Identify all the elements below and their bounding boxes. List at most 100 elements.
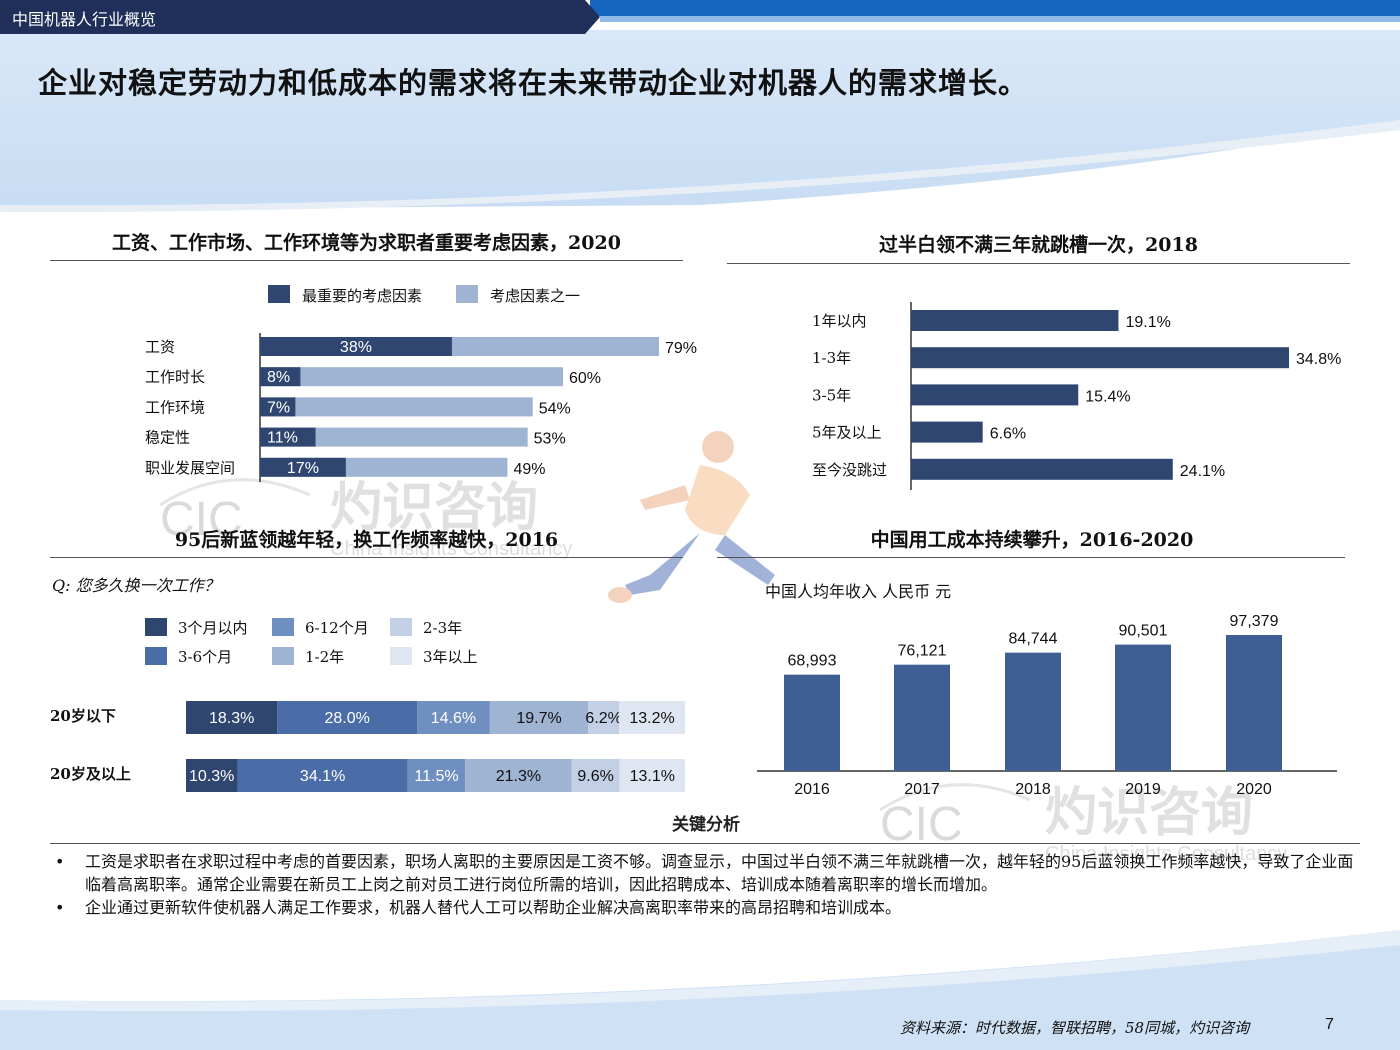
chart1-bar-primary bbox=[260, 397, 296, 417]
chart2-value-label: 34.8% bbox=[1296, 351, 1341, 368]
chart3-segment bbox=[571, 759, 620, 792]
section-title: 中国机器人行业概览 bbox=[12, 10, 157, 29]
chart4-category-label: 2020 bbox=[1236, 781, 1272, 798]
chart3-segment-label: 18.3% bbox=[209, 710, 254, 727]
chart1-outer-label: 79% bbox=[665, 340, 697, 357]
analysis-bullet-1: • 工资是求职者在求职过程中考虑的首要因素，职场人离职的主要原因是工资不够。调查… bbox=[55, 850, 1355, 896]
bullet-dot: • bbox=[55, 852, 65, 871]
chart3-question: Q: 您多久换一次工作？ bbox=[52, 576, 220, 595]
chart2-bar bbox=[911, 347, 1289, 369]
chart3-segment-label: 19.7% bbox=[516, 710, 561, 727]
chart1-bar-secondary bbox=[260, 427, 528, 447]
chart4-category-label: 2016 bbox=[794, 781, 830, 798]
chart3-segment bbox=[237, 759, 408, 792]
chart3-segment-label: 13.2% bbox=[629, 710, 674, 727]
chart2-category-label: 1-3年 bbox=[812, 349, 851, 367]
bullet-dot: • bbox=[55, 898, 65, 917]
chart3-segment-label: 10.3% bbox=[189, 768, 234, 785]
chart1-inner-label: 11% bbox=[267, 430, 298, 447]
chart2-value-label: 19.1% bbox=[1125, 314, 1170, 331]
chart1-bar-primary bbox=[260, 457, 346, 477]
page-headline: 企业对稳定劳动力和低成本的需求将在未来带动企业对机器人的需求增长。 bbox=[38, 66, 1029, 100]
chart4-value-label: 97,379 bbox=[1230, 613, 1279, 630]
chart3-legend-swatch bbox=[272, 618, 294, 636]
chart1-bar-primary bbox=[260, 367, 301, 387]
footer-source: 资料来源：时代数据，智联招聘，58同城，灼识咨询 bbox=[900, 1019, 1250, 1037]
chart1-inner-label: 38% bbox=[340, 339, 372, 356]
svg-text:灼识咨询: 灼识咨询 bbox=[1045, 783, 1253, 843]
chart3-legend-label: 1-2年 bbox=[305, 648, 344, 666]
chart1-bar-secondary bbox=[260, 367, 563, 387]
chart1-bar-primary bbox=[260, 337, 452, 356]
chart1-category-label: 职业发展空间 bbox=[145, 459, 235, 477]
chart3-title: 95后新蓝领越年轻，换工作频率越快，2016 bbox=[174, 529, 559, 551]
chart2-value-label: 24.1% bbox=[1180, 463, 1225, 480]
chart1-title-rule bbox=[50, 260, 683, 261]
chart1-inner-label: 17% bbox=[287, 460, 319, 477]
chart3-segment bbox=[407, 759, 466, 792]
chart3-segment bbox=[489, 701, 589, 734]
chart3-legend-label: 2-3年 bbox=[423, 619, 462, 637]
chart4-category-label: 2019 bbox=[1125, 781, 1161, 798]
watermark-logo: CIC 灼识咨询 China Insights Consultancy bbox=[159, 478, 572, 560]
chart3-legend-label: 6-12个月 bbox=[305, 619, 369, 637]
chart1-bar-secondary bbox=[260, 397, 533, 417]
chart4-value-label: 76,121 bbox=[898, 643, 947, 660]
chart3-legend-swatch bbox=[272, 647, 294, 665]
analysis-bullet-2: • 企业通过更新软件使机器人满足工作要求，机器人替代人工可以帮助企业解决高离职率… bbox=[55, 896, 1355, 919]
chart1-outer-label: 60% bbox=[569, 370, 601, 387]
chart2-bar bbox=[911, 458, 1173, 480]
chart2-category-label: 至今没跳过 bbox=[812, 461, 887, 479]
chart4-category-label: 2018 bbox=[1015, 781, 1051, 798]
watermark-logo-2: CIC 灼识咨询 China Insights Consultancy bbox=[879, 783, 1287, 865]
chart1-bar-primary bbox=[260, 427, 316, 447]
chart4-value-label: 68,993 bbox=[788, 653, 837, 670]
chart1-legend-label-1: 最重要的考虑因素 bbox=[302, 287, 423, 305]
chart3-segment-label: 28.0% bbox=[324, 710, 369, 727]
chart1-category-label: 工作时长 bbox=[145, 368, 205, 386]
chart1-outer-label: 49% bbox=[513, 461, 545, 478]
chart4-value-label: 90,501 bbox=[1119, 623, 1168, 640]
header-accent-band bbox=[590, 0, 1400, 16]
chart3-legend-label: 3-6个月 bbox=[178, 648, 232, 666]
chart4-title: 中国用工成本持续攀升，2016-2020 bbox=[870, 529, 1194, 551]
chart1-inner-label: 8% bbox=[267, 369, 290, 386]
chart3-segment-label: 34.1% bbox=[300, 768, 345, 785]
chart1-title: 工资、工作市场、工作环境等为求职者重要考虑因素，2020 bbox=[112, 232, 621, 254]
runner-illustration bbox=[608, 431, 775, 603]
analysis-rule bbox=[50, 843, 1360, 844]
chart3-legend-swatch bbox=[145, 647, 167, 665]
chart3-segment bbox=[619, 701, 685, 734]
header-bar bbox=[0, 0, 600, 34]
chart1-legend-swatch-1 bbox=[268, 285, 290, 303]
chart1-legend-label-2: 考虑因素之一 bbox=[490, 287, 581, 305]
chart2-bar bbox=[911, 384, 1079, 406]
svg-text:China Insights Consultancy: China Insights Consultancy bbox=[1045, 843, 1287, 865]
chart2-title-rule bbox=[727, 263, 1350, 264]
chart4-bar bbox=[1005, 652, 1061, 771]
svg-text:CIC: CIC bbox=[160, 493, 243, 546]
chart3-segment bbox=[186, 759, 238, 792]
chart3-segment bbox=[277, 701, 418, 734]
chart3-segment-label: 11.5% bbox=[414, 768, 458, 785]
chart3-segment bbox=[186, 701, 278, 734]
chart2-bar bbox=[911, 310, 1119, 331]
chart3-segment bbox=[465, 759, 572, 792]
chart3-legend-label: 3年以上 bbox=[423, 648, 478, 666]
chart2-value-label: 15.4% bbox=[1085, 388, 1130, 405]
chart4-value-label: 84,744 bbox=[1009, 631, 1058, 648]
chart4-bar bbox=[1115, 644, 1171, 771]
chart1-outer-label: 53% bbox=[534, 431, 566, 448]
chart3-title-rule bbox=[50, 557, 683, 558]
chart3-segment-label: 14.6% bbox=[431, 710, 476, 727]
chart1-inner-label: 7% bbox=[267, 399, 290, 416]
chart4-subtitle: 中国人均年收入 人民币 元 bbox=[765, 582, 952, 601]
chart4-category-label: 2017 bbox=[904, 781, 940, 798]
svg-text:CIC: CIC bbox=[880, 798, 963, 851]
chart2-category-label: 1年以内 bbox=[812, 312, 867, 330]
chart3-segment-label: 9.6% bbox=[577, 768, 613, 785]
